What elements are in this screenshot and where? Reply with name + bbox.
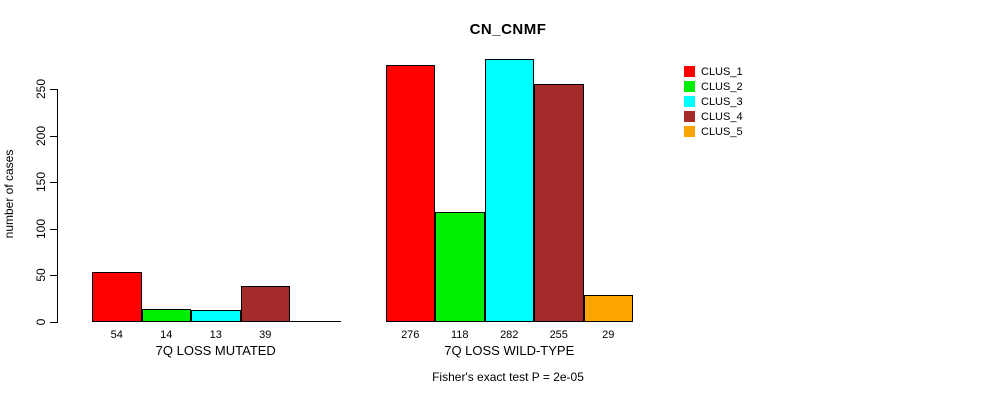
bar-value-label: 255 [549, 329, 568, 341]
y-tick [50, 275, 57, 276]
bar-value-label: 118 [450, 329, 469, 341]
bar-value-label: 54 [110, 329, 123, 341]
y-axis-label: number of cases [2, 149, 16, 239]
legend-label: CLUS_3 [701, 95, 743, 108]
legend-item-clus-2: CLUS_2 [684, 79, 743, 94]
legend-label: CLUS_1 [701, 65, 743, 78]
legend-label: CLUS_5 [701, 125, 743, 138]
legend-swatch-clus-5 [684, 126, 695, 137]
bar-value-label: 29 [602, 329, 615, 341]
y-tick [50, 322, 57, 323]
legend-item-clus-1: CLUS_1 [684, 64, 743, 79]
bar-clus-1-7q-loss-wild-type [385, 65, 435, 322]
group-label-7q-loss-wild-type: 7Q LOSS WILD-TYPE [444, 343, 575, 358]
legend-item-clus-4: CLUS_4 [684, 109, 743, 124]
y-tick [50, 182, 57, 183]
legend-swatch-clus-2 [684, 81, 695, 92]
bar-clus-3-7q-loss-mutated [191, 310, 241, 322]
y-tick-label: 50 [34, 268, 48, 282]
legend-item-clus-5: CLUS_5 [684, 124, 743, 139]
bar-clus-5-7q-loss-wild-type [583, 295, 633, 322]
bar-value-label: 13 [209, 329, 222, 341]
y-tick-label: 100 [34, 218, 48, 240]
bar-value-label: 39 [259, 329, 272, 341]
stat-annotation: Fisher's exact test P = 2e-05 [432, 370, 584, 384]
legend: CLUS_1 CLUS_2 CLUS_3 CLUS_4 CLUS_5 [684, 64, 743, 139]
legend-label: CLUS_4 [701, 110, 743, 123]
y-tick-label: 250 [34, 78, 48, 100]
bar-clus-2-7q-loss-wild-type [435, 212, 485, 322]
legend-label: CLUS_2 [701, 80, 743, 93]
bar-clus-4-7q-loss-wild-type [534, 84, 584, 322]
y-tick [50, 136, 57, 137]
bar-clus-1-7q-loss-mutated [92, 272, 142, 322]
bar-value-label: 276 [401, 329, 420, 341]
y-tick [50, 89, 57, 90]
y-tick-label: 200 [34, 125, 48, 147]
group-label-7q-loss-mutated: 7Q LOSS MUTATED [155, 343, 276, 358]
y-tick-label: 0 [34, 318, 48, 326]
y-tick-label: 150 [34, 171, 48, 193]
bar-value-label: 14 [160, 329, 173, 341]
bar-clus-5-7q-loss-mutated [290, 321, 341, 322]
legend-swatch-clus-1 [684, 66, 695, 77]
legend-swatch-clus-4 [684, 111, 695, 122]
bar-clus-3-7q-loss-wild-type [484, 59, 534, 322]
legend-swatch-clus-3 [684, 96, 695, 107]
bar-clus-4-7q-loss-mutated [240, 286, 290, 322]
y-tick [50, 229, 57, 230]
bar-value-label: 282 [500, 329, 519, 341]
chart-title: CN_CNMF [469, 21, 547, 38]
bar-clus-2-7q-loss-mutated [141, 309, 191, 322]
legend-item-clus-3: CLUS_3 [684, 94, 743, 109]
y-axis-line [57, 89, 58, 323]
